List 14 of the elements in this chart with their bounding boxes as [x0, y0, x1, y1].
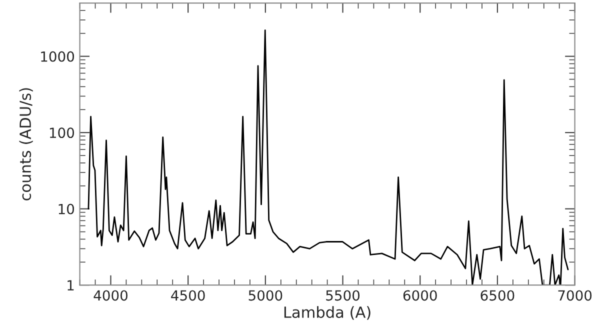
- y-tick-label: 100: [50, 128, 74, 138]
- x-axis-title: Lambda (A): [284, 306, 370, 320]
- x-tick-label: 7000: [558, 290, 592, 301]
- y-axis-title: counts (ADU/s): [19, 88, 33, 200]
- x-tick-label: 6500: [480, 290, 514, 301]
- x-tick-label: 4000: [94, 290, 128, 301]
- y-tick-label: 1: [68, 280, 74, 290]
- x-tick-label: 6000: [403, 290, 437, 301]
- x-tick-label: 5000: [248, 290, 282, 301]
- y-tick-label: 1000: [41, 51, 74, 62]
- y-tick-label: 10: [58, 204, 74, 214]
- x-tick-label: 5500: [326, 290, 360, 301]
- x-tick-label: 4500: [171, 290, 205, 301]
- line-series: [88, 30, 569, 286]
